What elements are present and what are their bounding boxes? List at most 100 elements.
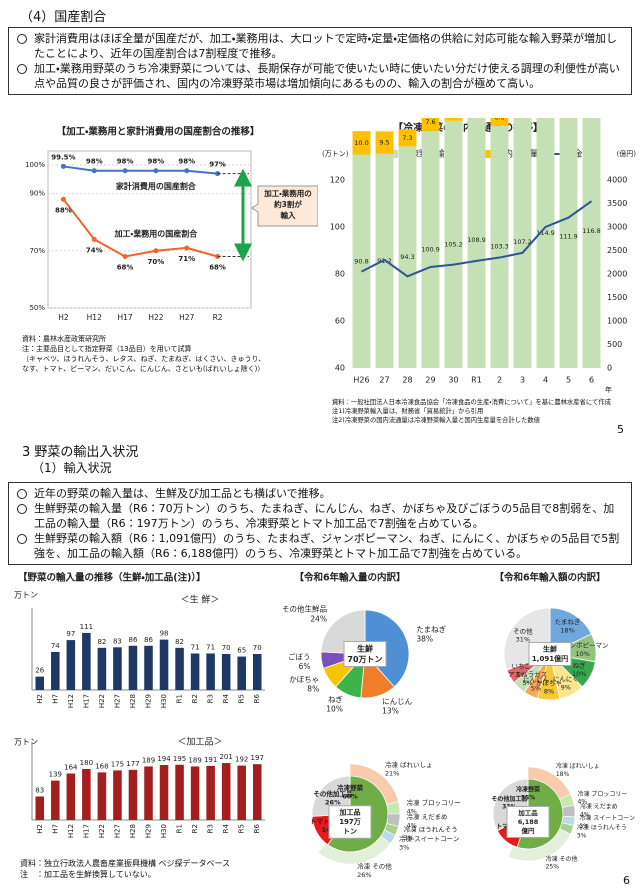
slice-value: 31% — [516, 636, 530, 644]
data-label: 71% — [178, 255, 195, 263]
chart-title: 【野菜の輸入量の推移（生鮮・加工品(注)）】 — [18, 572, 206, 584]
bar — [221, 654, 231, 690]
data-label: 107.2 — [513, 238, 532, 246]
slice-value: 4% — [407, 807, 417, 815]
bar — [252, 764, 262, 820]
bar-segment — [352, 154, 371, 368]
bullet-text: 生鮮野菜の輸入量（R6：70万トン）のうち、たまねぎ、にんじん、ねぎ、かぼちゃ及… — [34, 502, 615, 530]
bar — [128, 645, 138, 690]
chart-notes: 資料：農林水産政策研究所 注：主要品目として指定野菜（13品目）を用いて試算 （キャ… — [22, 334, 265, 374]
bar-segment — [375, 131, 394, 154]
slice-value: 5% — [516, 671, 526, 679]
slice-value: 3% — [579, 823, 589, 830]
slice-label: にんじん — [382, 697, 412, 706]
slice-label: 冷凍 スイートコーン — [579, 814, 635, 822]
bar — [82, 769, 91, 820]
bar-segment — [421, 118, 440, 131]
x-tick-label: 28 — [402, 376, 412, 385]
bar — [51, 780, 60, 820]
slice-value: 3% — [577, 832, 587, 839]
data-label: 98% — [148, 158, 165, 166]
footer-notes: 資料：独立行政法人農畜産業振興機構 ベジ探データベース注 ：加工品を生鮮換算して… — [20, 858, 230, 880]
center-label: 1,091億円 — [532, 654, 568, 663]
bullet: 家計消費用はほぼ全量が国産だが、加工・業務用は、大ロットで定時・定量・定価格の供… — [17, 31, 623, 61]
slice-value: 25% — [546, 864, 560, 871]
x-tick-label: H28 — [129, 694, 137, 708]
series-line — [63, 165, 218, 175]
x-tick-label: 5 — [566, 376, 571, 385]
point — [60, 163, 66, 169]
slice-value: 60% — [342, 793, 358, 801]
y2-tick-label: 3000 — [607, 223, 627, 232]
bar — [221, 763, 231, 820]
slice-label: 冷凍 ばれいしょ — [556, 762, 600, 770]
bullet-marker — [17, 64, 27, 74]
point — [184, 168, 190, 174]
bullet: 近年の野菜の輸入量は、生鮮及び加工品とも横ばいで推移。 — [17, 486, 623, 501]
bar — [97, 647, 107, 690]
series-label: 家計消費用の国産割合 — [116, 181, 197, 191]
slice-label: 冷凍 えだまめ — [407, 812, 448, 821]
bullet-marker — [17, 34, 27, 44]
sub-heading: （1）輸入状況 — [32, 461, 112, 475]
slice-value: 5% — [522, 679, 532, 687]
bar — [144, 645, 153, 690]
note-line: 注2)冷凍野菜の国内流通量は冷凍野菜輸入量と国内生産量を合計した数値 — [332, 417, 540, 424]
x-tick-label: 29 — [425, 376, 435, 385]
bullet-text: 生鮮野菜の輸入額（R6：1,091億円）のうち、たまねぎ、ジャンボピーマン、ねぎ… — [34, 532, 620, 560]
y2-tick-label: 500 — [607, 340, 622, 349]
center-label: 生鮮 — [543, 644, 557, 653]
chart-title: 【加工・業務用と家計消費用の国産割合の推移】 — [57, 126, 260, 138]
slice-value: 10% — [326, 705, 343, 714]
bar — [66, 773, 76, 820]
bar — [175, 647, 184, 690]
section-heading: 3 野菜の輸出入状況 — [22, 445, 139, 460]
point — [122, 254, 128, 260]
slice-label: たまねぎ — [416, 624, 446, 634]
data-label: 108.9 — [467, 236, 486, 244]
slice-label: ねぎ — [573, 660, 587, 669]
y2-tick-label: 1500 — [607, 293, 627, 302]
x-axis-label: 年 — [605, 385, 612, 394]
note-line: 資料：独立行政法人農畜産業振興機構 ベジ探データベース — [20, 859, 231, 868]
data-label: 26 — [35, 667, 44, 675]
data-label: 98% — [86, 158, 103, 166]
data-label: 65 — [237, 647, 246, 655]
data-label: 83 — [35, 786, 44, 794]
slice-value: 3% — [404, 834, 414, 842]
chart: 【野菜の輸入量の推移（生鮮・加工品(注)）】万トン ＜生 鮮＞ 26 H2 74 H7 97… — [14, 572, 265, 708]
bar-segment — [398, 129, 417, 147]
x-tick-label: H7 — [51, 694, 59, 704]
x-tick-label: H28 — [129, 824, 137, 838]
data-label: 100.9 — [421, 245, 440, 253]
point — [153, 248, 159, 254]
data-label: 197 — [251, 754, 264, 762]
slice-label: ごぼう — [288, 651, 311, 661]
chart-subtitle: ＜加工品＞ — [177, 737, 222, 748]
slice-label: にんにく — [553, 675, 579, 683]
slice-label: かぼちゃ — [536, 679, 562, 687]
slice-label: ねぎ — [328, 694, 343, 704]
x-tick-label: H2 — [36, 694, 44, 704]
series-line — [62, 198, 218, 258]
bar — [66, 640, 76, 690]
data-label: 99.5% — [51, 153, 75, 161]
data-label: 168 — [95, 762, 108, 770]
y-axis-label: 万トン — [14, 591, 38, 600]
bar — [35, 676, 45, 690]
slice-label: いちご — [512, 661, 532, 670]
x-tick-label: 30 — [448, 376, 458, 385]
x-tick-label: 4 — [543, 376, 548, 385]
slice-label: 冷凍野菜 — [516, 786, 541, 794]
bar — [113, 770, 122, 820]
slice-label: 冷凍 えだまめ — [580, 803, 618, 811]
data-label: 68% — [209, 264, 226, 272]
y2-tick-label: 4000 — [607, 176, 627, 185]
note-line: 注1)冷凍野菜輸入量は、財務省「貿易統計」から引用 — [332, 408, 484, 415]
note-line: 注：主要品目として指定野菜（13品目）を用いて試算 — [22, 345, 192, 353]
data-label: 86 — [144, 636, 153, 644]
data-label: 6.6 — [494, 118, 504, 121]
x-tick-label: H12 — [67, 694, 75, 708]
